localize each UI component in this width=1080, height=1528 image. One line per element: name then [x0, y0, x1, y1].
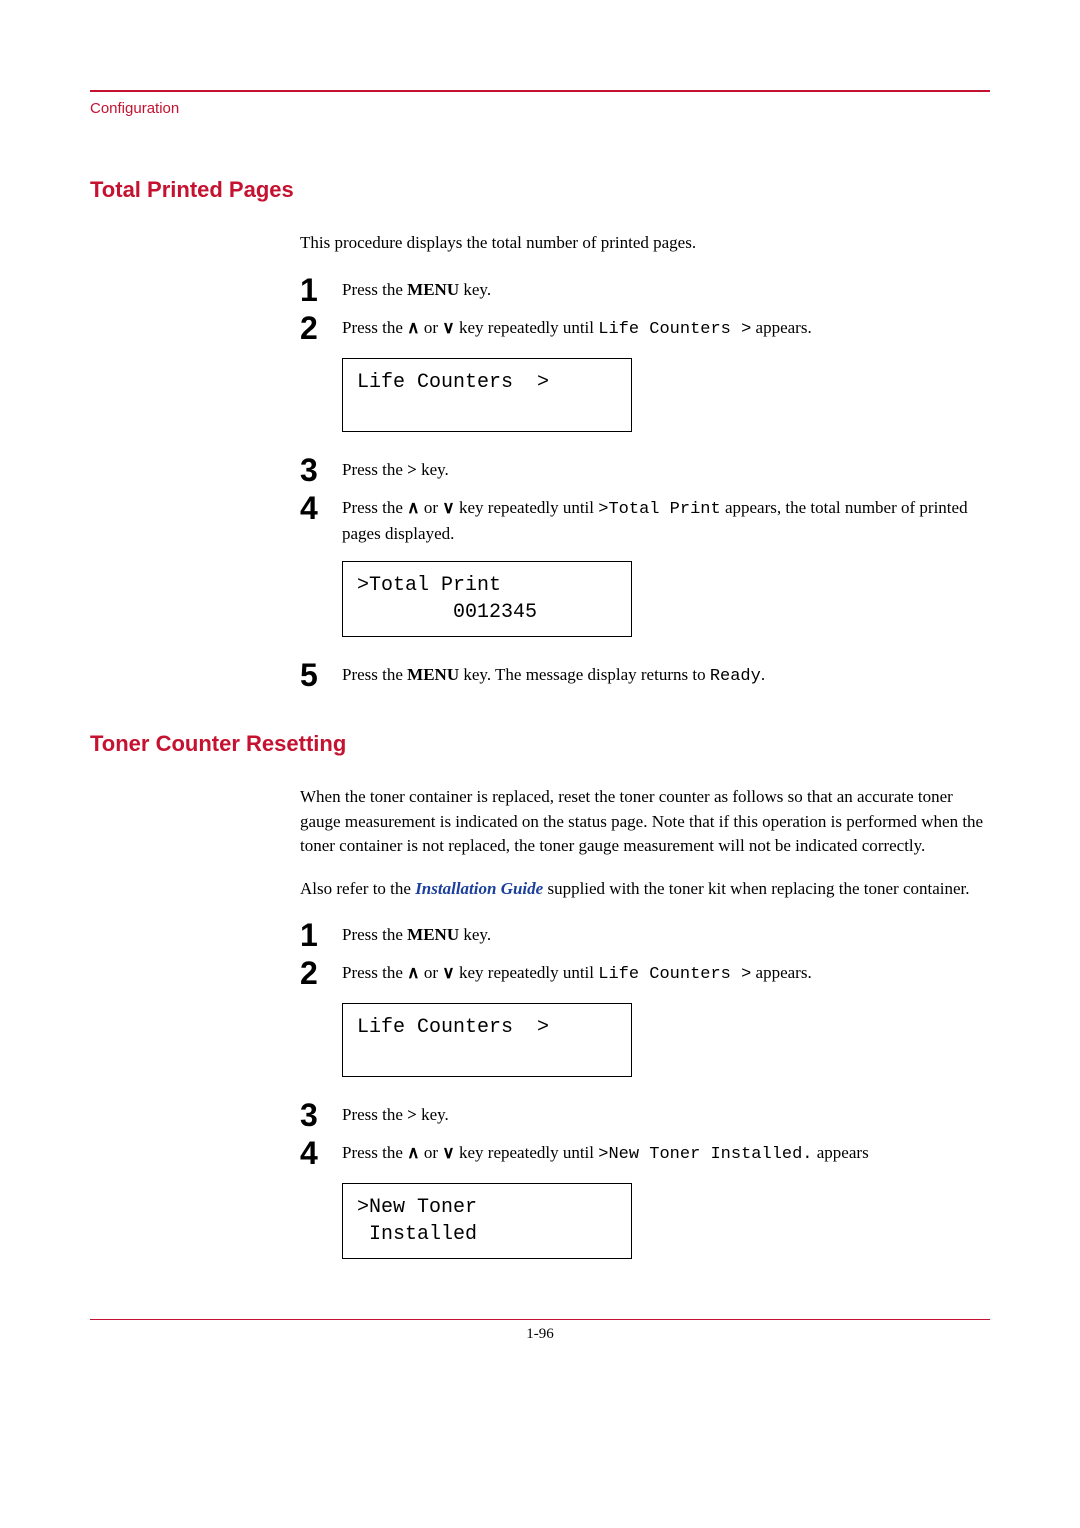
top-rule — [90, 90, 990, 92]
bold-key: MENU — [407, 925, 459, 944]
down-arrow-icon: ∨ — [442, 498, 454, 517]
text-part: Press the — [342, 318, 407, 337]
text-part: or — [420, 318, 443, 337]
page-footer: 1-96 — [90, 1319, 990, 1343]
text-part: key. The message display returns to — [459, 665, 710, 684]
up-arrow-icon: ∧ — [407, 318, 419, 337]
lcd-display-life-counters: Life Counters > — [342, 358, 632, 432]
mono-text: >New Toner Installed. — [598, 1145, 812, 1164]
text-part: Press the — [342, 1105, 407, 1124]
text-part: appears — [813, 1143, 869, 1162]
text-part: Press the — [342, 460, 407, 479]
mono-text: >Total Print — [598, 500, 720, 519]
mono-text: Life Counters > — [598, 320, 751, 339]
page-container: Configuration Total Printed Pages This p… — [0, 0, 1080, 1393]
section2-step-3: 3 Press the > key. — [300, 1099, 990, 1131]
text-part: key. — [417, 1105, 449, 1124]
text-part: Press the — [342, 280, 407, 299]
step-number: 2 — [300, 957, 342, 989]
down-arrow-icon: ∨ — [442, 318, 454, 337]
text-part: key repeatedly until — [455, 498, 599, 517]
text-part: Also refer to the — [300, 879, 415, 898]
text-part: key. — [459, 925, 491, 944]
section-heading-toner-counter-resetting: Toner Counter Resetting — [90, 731, 990, 757]
text-part: key repeatedly until — [455, 1143, 599, 1162]
up-arrow-icon: ∧ — [407, 1143, 419, 1162]
text-part: or — [420, 498, 443, 517]
bold-key: > — [407, 1105, 417, 1124]
step-text: Press the ∧ or ∨ key repeatedly until Li… — [342, 957, 812, 988]
text-part: or — [420, 963, 443, 982]
step-number: 3 — [300, 454, 342, 486]
step-number: 1 — [300, 919, 342, 951]
section-heading-total-printed-pages: Total Printed Pages — [90, 177, 990, 203]
section1-step-3: 3 Press the > key. — [300, 454, 990, 486]
step-text: Press the MENU key. The message display … — [342, 659, 765, 690]
section1-step-1: 1 Press the MENU key. — [300, 274, 990, 306]
text-part: key repeatedly until — [455, 963, 599, 982]
step-text: Press the ∧ or ∨ key repeatedly until Li… — [342, 312, 812, 343]
step-text: Press the MENU key. — [342, 274, 491, 303]
up-arrow-icon: ∧ — [407, 498, 419, 517]
header-label: Configuration — [90, 100, 990, 117]
step-number: 5 — [300, 659, 342, 691]
step-number: 1 — [300, 274, 342, 306]
lcd-display-new-toner: >New Toner Installed — [342, 1183, 632, 1259]
step-text: Press the MENU key. — [342, 919, 491, 948]
text-part: Press the — [342, 963, 407, 982]
step-number: 2 — [300, 312, 342, 344]
section2-intro: When the toner container is replaced, re… — [300, 785, 990, 859]
down-arrow-icon: ∨ — [442, 963, 454, 982]
text-part: key. — [417, 460, 449, 479]
mono-text: Ready — [710, 667, 761, 686]
bold-key: MENU — [407, 280, 459, 299]
text-part: appears. — [751, 318, 811, 337]
section1-step-4: 4 Press the ∧ or ∨ key repeatedly until … — [300, 492, 990, 547]
text-part: key repeatedly until — [455, 318, 599, 337]
lcd-display-life-counters-2: Life Counters > — [342, 1003, 632, 1077]
section1-step-5: 5 Press the MENU key. The message displa… — [300, 659, 990, 691]
text-part: appears. — [751, 963, 811, 982]
step-number: 4 — [300, 492, 342, 524]
step-number: 3 — [300, 1099, 342, 1131]
text-part: Press the — [342, 498, 407, 517]
section2-intro2: Also refer to the Installation Guide sup… — [300, 877, 990, 902]
section2-step-2: 2 Press the ∧ or ∨ key repeatedly until … — [300, 957, 990, 989]
mono-text: Life Counters > — [598, 965, 751, 984]
text-part: Press the — [342, 925, 407, 944]
step-text: Press the > key. — [342, 454, 449, 483]
section2-step-4: 4 Press the ∧ or ∨ key repeatedly until … — [300, 1137, 990, 1169]
bold-key: > — [407, 460, 417, 479]
bold-key: MENU — [407, 665, 459, 684]
lcd-display-total-print: >Total Print 0012345 — [342, 561, 632, 637]
step-text: Press the > key. — [342, 1099, 449, 1128]
section2-step-1: 1 Press the MENU key. — [300, 919, 990, 951]
down-arrow-icon: ∨ — [442, 1143, 454, 1162]
text-part: supplied with the toner kit when replaci… — [543, 879, 969, 898]
section1-step-2: 2 Press the ∧ or ∨ key repeatedly until … — [300, 312, 990, 344]
section1-intro: This procedure displays the total number… — [300, 231, 990, 256]
up-arrow-icon: ∧ — [407, 963, 419, 982]
step-number: 4 — [300, 1137, 342, 1169]
text-part: . — [761, 665, 765, 684]
text-part: or — [420, 1143, 443, 1162]
step-text: Press the ∧ or ∨ key repeatedly until >T… — [342, 492, 990, 547]
text-part: key. — [459, 280, 491, 299]
text-part: Press the — [342, 1143, 407, 1162]
text-part: Press the — [342, 665, 407, 684]
step-text: Press the ∧ or ∨ key repeatedly until >N… — [342, 1137, 869, 1168]
installation-guide-link[interactable]: Installation Guide — [415, 879, 543, 898]
